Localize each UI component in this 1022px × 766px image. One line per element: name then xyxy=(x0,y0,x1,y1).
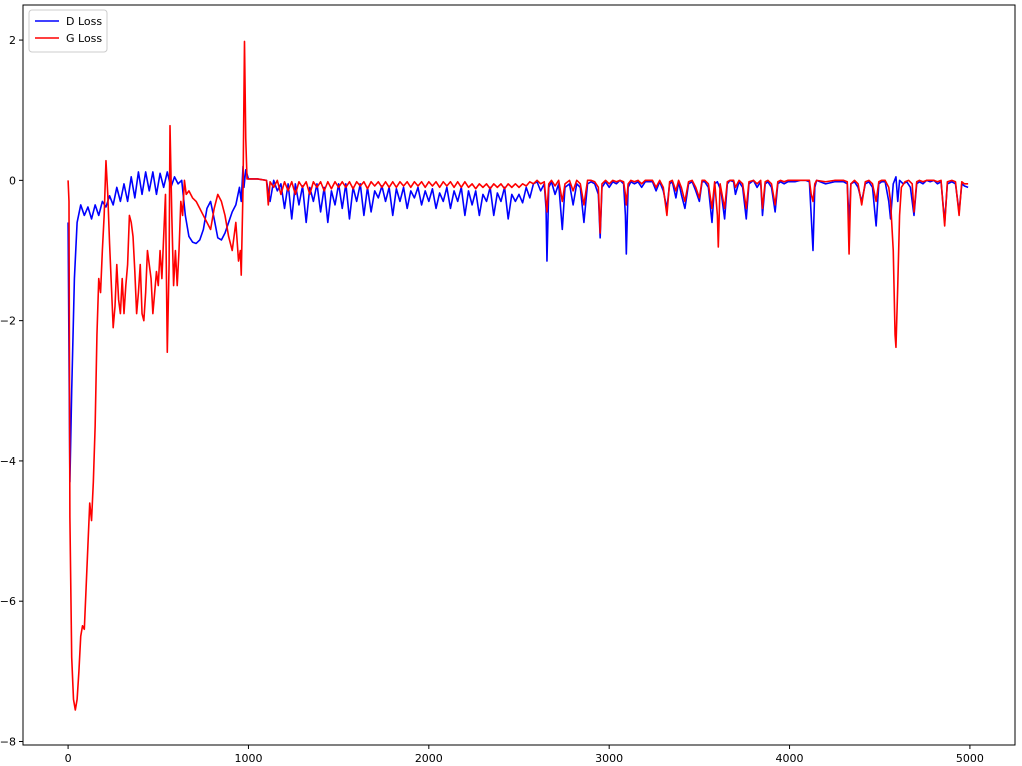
x-tick-label: 2000 xyxy=(415,752,443,765)
x-tick-label: 1000 xyxy=(234,752,262,765)
series-line-g-loss xyxy=(67,40,969,711)
y-tick-label: −6 xyxy=(0,595,16,608)
plot-background xyxy=(23,5,1015,745)
y-tick-label: 2 xyxy=(9,34,16,47)
legend-label-d-loss: D Loss xyxy=(66,15,102,28)
y-tick-label: −2 xyxy=(0,315,16,328)
plot-frame xyxy=(22,4,1016,746)
legend-label-g-loss: G Loss xyxy=(66,32,102,45)
y-axis: −8 −6 −4 −2 0 2 xyxy=(0,34,23,748)
y-tick-label: −8 xyxy=(0,735,16,748)
x-tick-label: 5000 xyxy=(956,752,984,765)
x-tick-label: 4000 xyxy=(776,752,804,765)
legend: D Loss G Loss xyxy=(28,9,108,53)
x-tick-label: 0 xyxy=(65,752,72,765)
x-tick-label: 3000 xyxy=(595,752,623,765)
x-axis: 0 1000 2000 3000 4000 5000 xyxy=(65,745,984,765)
y-tick-label: 0 xyxy=(9,174,16,187)
y-tick-label: −4 xyxy=(0,455,16,468)
series-layer xyxy=(67,40,969,711)
